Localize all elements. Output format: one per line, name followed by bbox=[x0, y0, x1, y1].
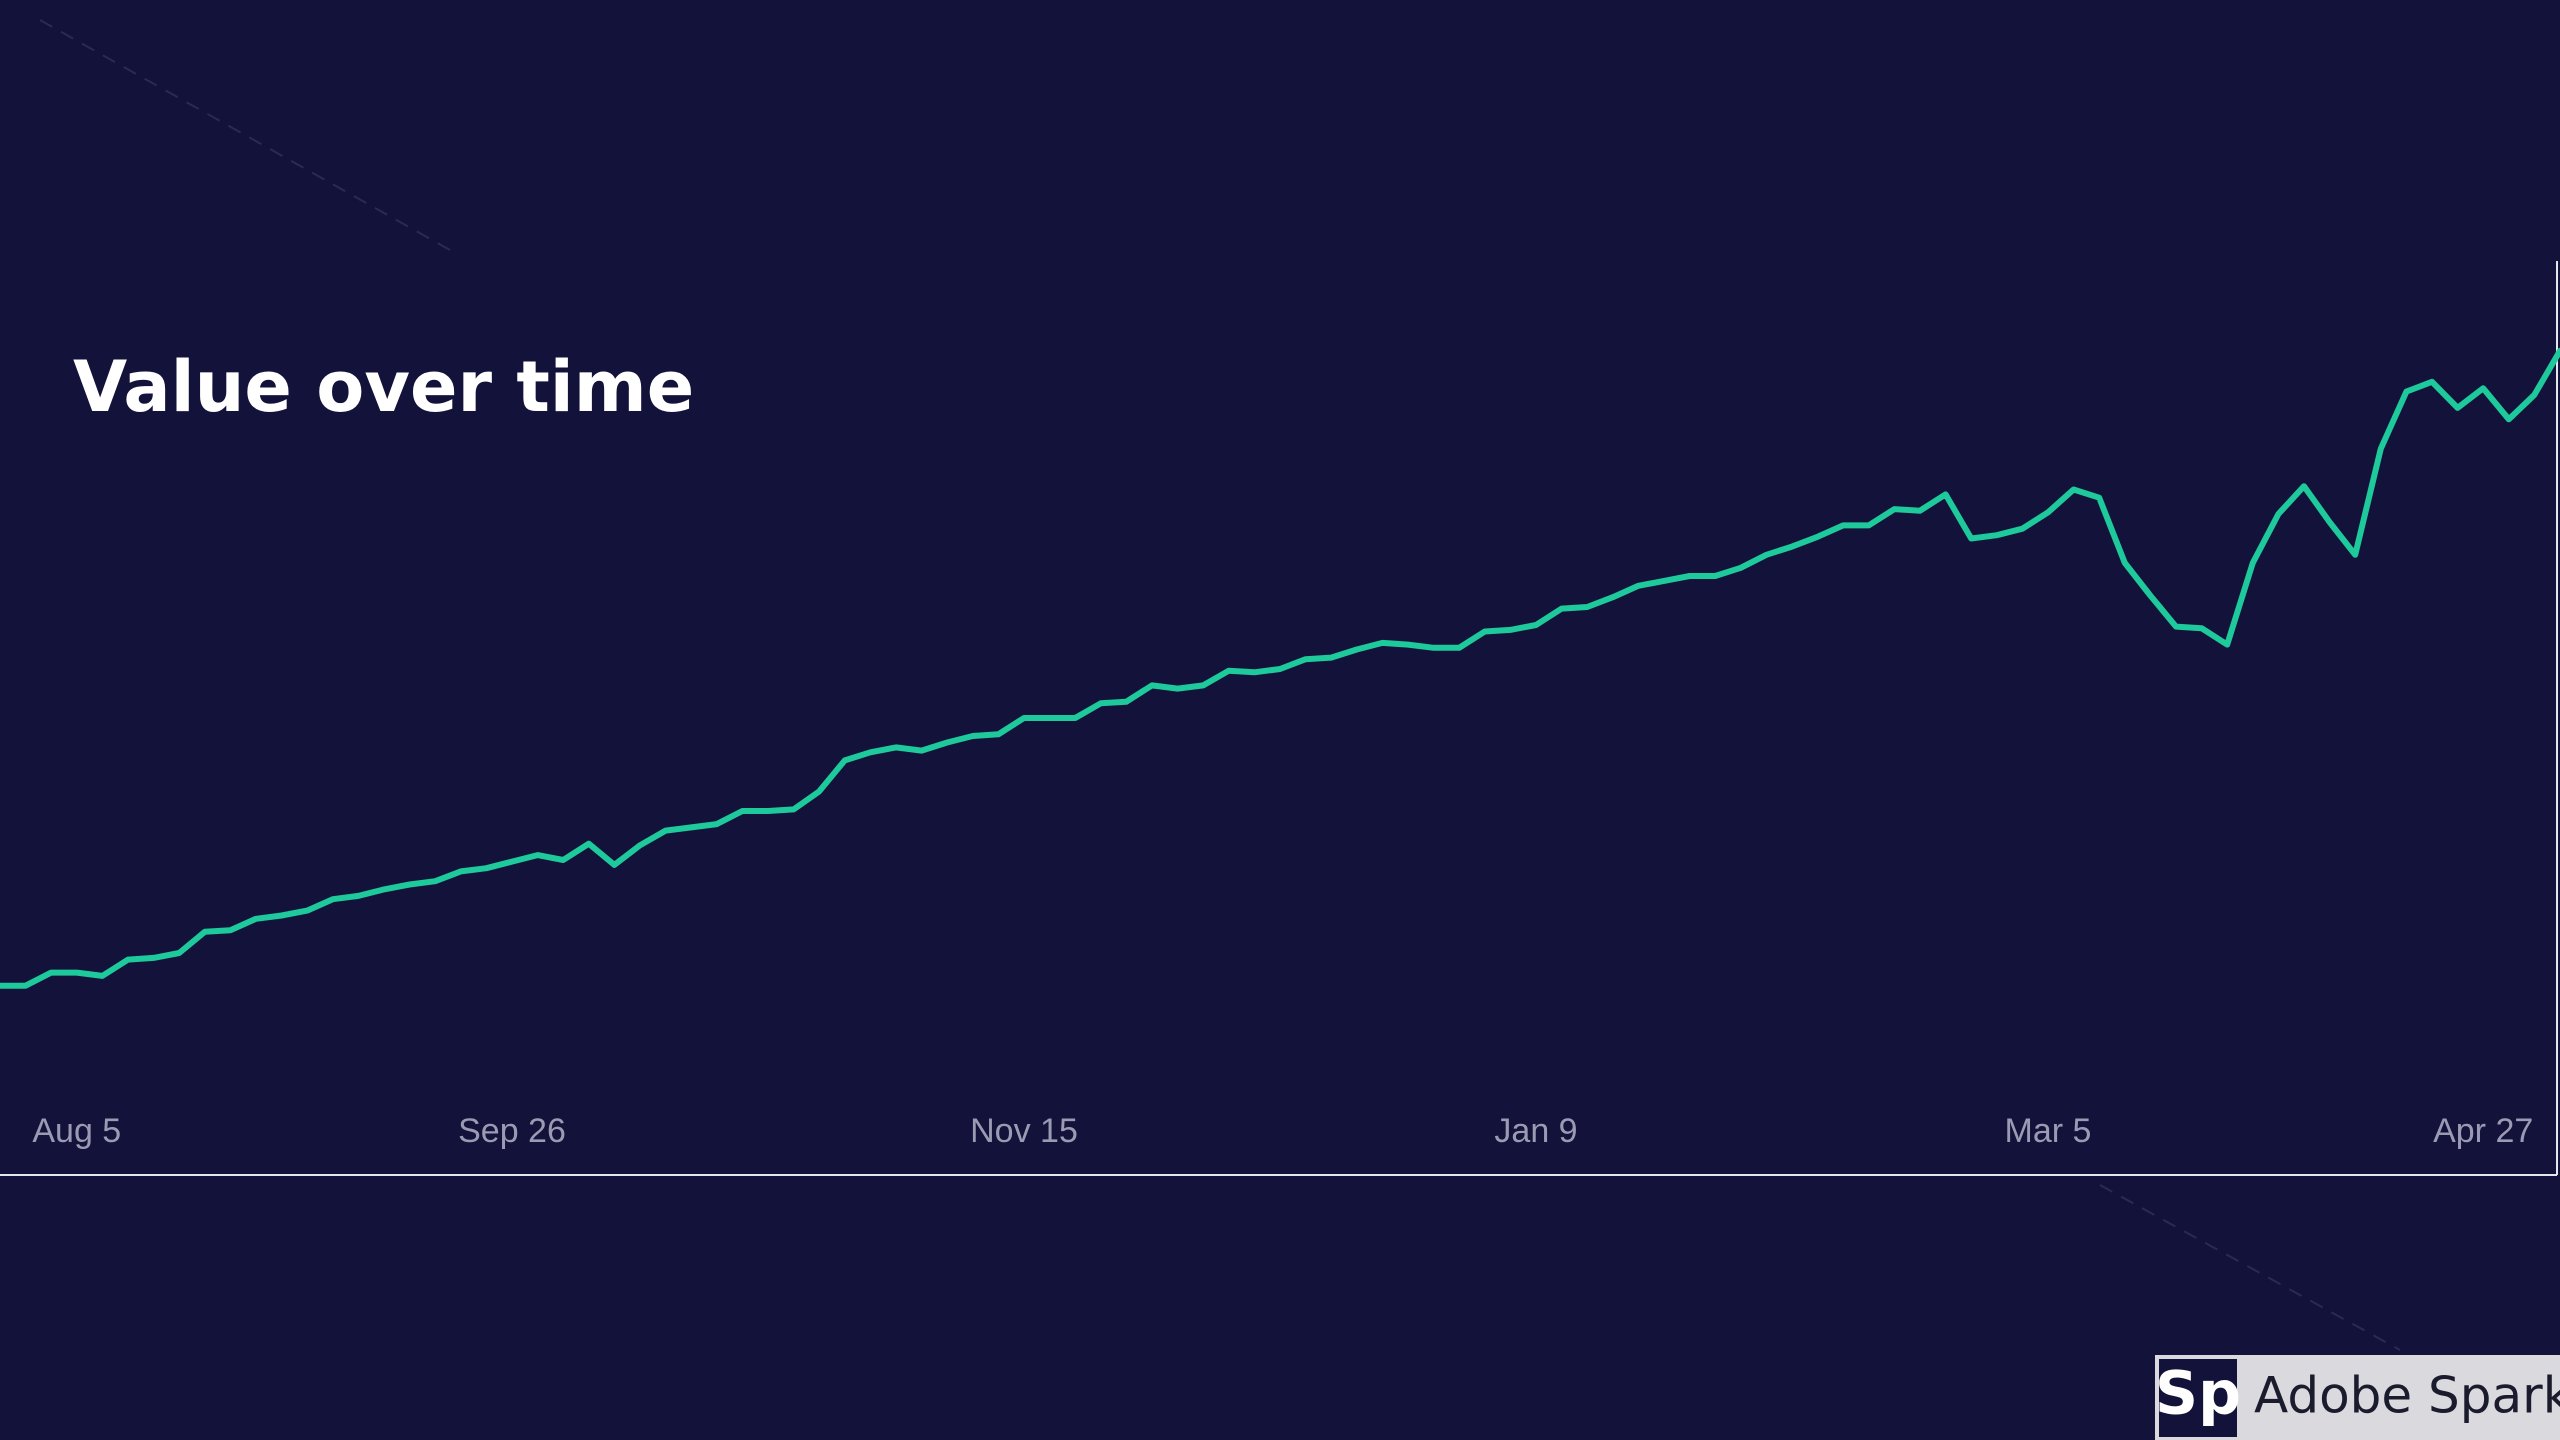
x-tick-label: Sep 26 bbox=[458, 1112, 566, 1150]
badge-icon-box bbox=[2159, 1359, 2237, 1437]
plot: Aug 5 Sep 26 Nov 15 Jan 9 Mar 5 Apr 27 bbox=[0, 347, 2560, 1150]
x-tick-label: Mar 5 bbox=[2005, 1112, 2092, 1150]
badge-label: Adobe Spark bbox=[2254, 1367, 2560, 1425]
line bbox=[0, 347, 2560, 989]
x-tick-label: Jan 9 bbox=[1494, 1112, 1577, 1150]
badge-icon: Sp bbox=[2155, 1359, 2241, 1429]
x-tick-label: Nov 15 bbox=[970, 1112, 1078, 1150]
decoration bbox=[39, 19, 451, 251]
x-tick-label: Aug 5 bbox=[32, 1112, 121, 1150]
decoration bbox=[2099, 1184, 2401, 1351]
x-tick-label: Apr 27 bbox=[2433, 1112, 2533, 1150]
chart-title: Value over time bbox=[73, 346, 694, 428]
